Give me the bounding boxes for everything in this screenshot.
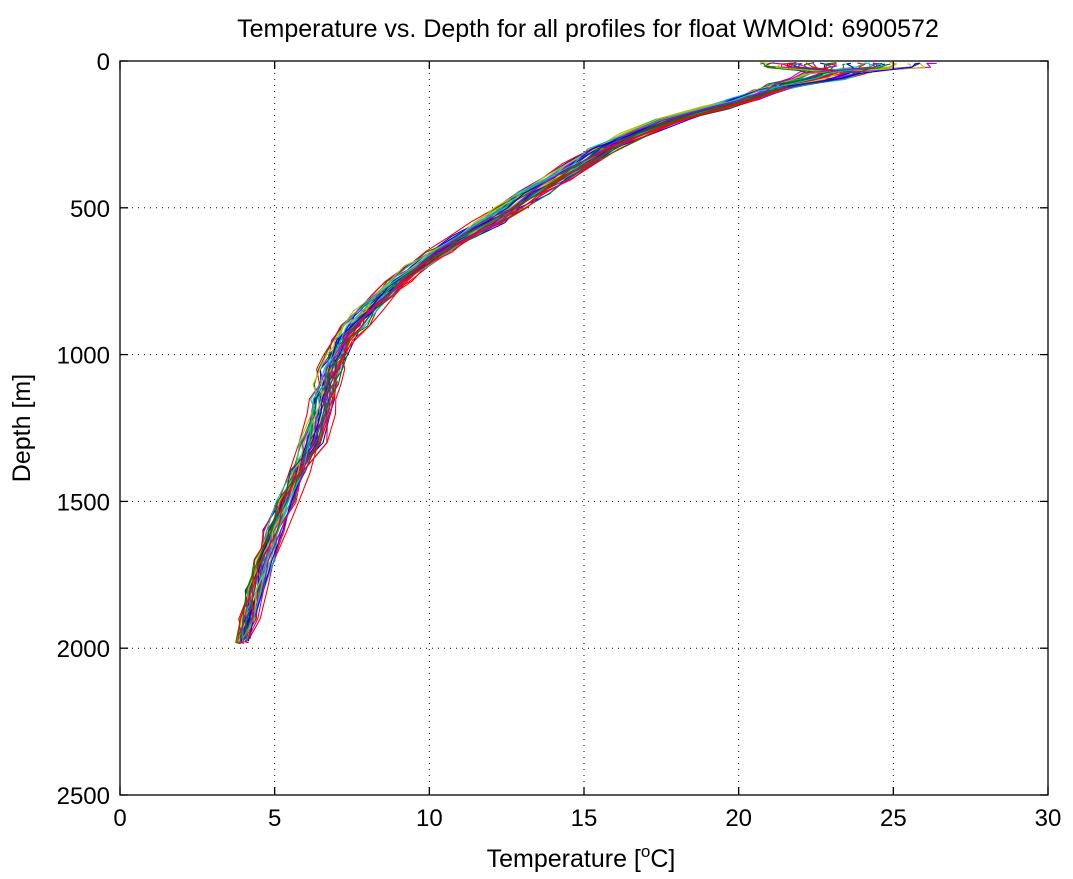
x-tick-label-5: 25: [880, 805, 907, 832]
profile-line-18: [246, 62, 883, 642]
x-axis-title-main: Temperature [: [487, 845, 641, 873]
grid-lines: [120, 61, 1048, 795]
x-tick-labels: 0 5 10 15 20 25 30: [113, 805, 1061, 832]
y-tick-labels: 0 500 1000 1500 2000 2500: [57, 49, 110, 810]
chart-title: Temperature vs. Depth for all profiles f…: [237, 15, 939, 43]
x-tick-label-2: 10: [416, 805, 443, 832]
y-tick-label-3: 1500: [57, 489, 110, 516]
y-tick-label-5: 2500: [57, 783, 110, 810]
y-tick-label-2: 1000: [57, 343, 110, 370]
profile-line-21: [242, 63, 809, 641]
profile-line-29: [239, 62, 854, 637]
x-tick-label-3: 15: [571, 805, 598, 832]
y-tick-label-4: 2000: [57, 636, 110, 663]
profile-lines: [235, 61, 937, 645]
x-axis-title-end: C]: [650, 845, 675, 873]
x-tick-label-0: 0: [113, 805, 126, 832]
y-axis-title: Depth [m]: [8, 374, 36, 482]
profile-line-5: [237, 62, 818, 638]
x-tick-label-1: 5: [268, 805, 281, 832]
y-tick-label-0: 0: [97, 49, 110, 76]
profile-line-15: [238, 62, 833, 639]
x-tick-label-4: 20: [725, 805, 752, 832]
x-axis-title: Temperature [oC]: [487, 842, 676, 873]
x-tick-label-6: 30: [1035, 805, 1062, 832]
axis-ticks: [119, 60, 1049, 796]
profile-line-40: [245, 62, 880, 643]
x-axis-title-superscript: o: [641, 842, 650, 861]
y-tick-label-1: 500: [70, 196, 110, 223]
